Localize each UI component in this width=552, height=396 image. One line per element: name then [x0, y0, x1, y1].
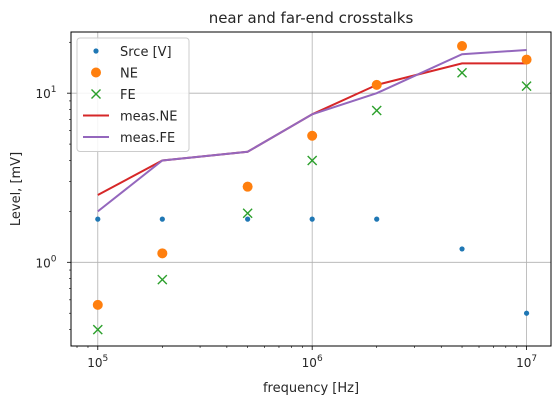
series-line-4	[97, 49, 527, 213]
series-0-point	[245, 216, 251, 222]
series-2-point	[521, 81, 532, 92]
series-2-point	[92, 324, 103, 335]
legend-label-0: Srce [V]	[120, 45, 172, 60]
y-axis-label: Level, [mV]	[9, 152, 24, 226]
x-tick-label: 106	[302, 354, 323, 370]
legend-handle-2	[91, 89, 101, 99]
series-1-point	[242, 181, 253, 192]
legend-handle-0	[93, 48, 99, 54]
x-tick-label: 105	[87, 354, 108, 370]
series-0-point	[374, 216, 380, 222]
series-2-point	[307, 155, 318, 166]
x-axis-label: frequency [Hz]	[263, 381, 359, 396]
series-1-point	[307, 130, 318, 141]
chart-title: near and far-end crosstalks	[209, 9, 414, 27]
series-1-point	[371, 79, 382, 90]
series-2-point	[157, 274, 168, 285]
legend-box	[76, 37, 190, 152]
series-2-point	[371, 105, 382, 116]
plot-series	[92, 41, 532, 335]
legend-label-2: FE	[120, 88, 136, 103]
series-0-point	[459, 246, 465, 252]
y-tick-label: 100	[35, 254, 56, 270]
legend-label-3: meas.NE	[120, 110, 177, 125]
legend-handle-1	[91, 67, 101, 78]
axis-ticks: 105 106 107 100 101	[35, 41, 537, 370]
series-2-point	[242, 208, 253, 219]
series-2-point	[457, 67, 468, 78]
series-1-point	[521, 54, 532, 65]
series-1-point	[92, 299, 103, 310]
series-0-point	[159, 216, 165, 222]
plot-frame	[70, 31, 552, 347]
series-1-point	[457, 41, 468, 52]
series-0-point	[95, 216, 101, 222]
legend-label-1: NE	[120, 67, 138, 82]
series-1-point	[157, 248, 168, 259]
series-0-point	[523, 310, 530, 316]
legend: Srce [V] NE FE meas.NE meas.FE	[76, 37, 190, 152]
series-0-point	[309, 216, 315, 222]
legend-label-4: meas.FE	[120, 131, 175, 146]
x-tick-label: 107	[516, 354, 537, 370]
y-tick-label: 101	[35, 85, 56, 101]
